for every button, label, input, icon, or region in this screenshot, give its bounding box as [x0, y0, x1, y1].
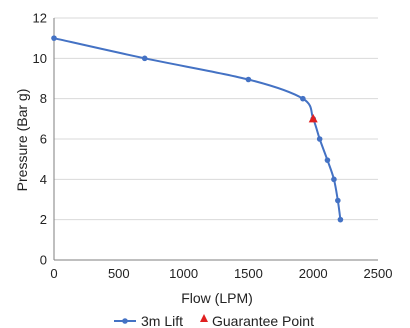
y-tick-label-8: 8 [40, 91, 47, 106]
data-point-3m-lift-7 [331, 176, 337, 183]
data-point-3m-lift-3 [300, 95, 306, 102]
data-point-3m-lift-0 [51, 35, 57, 41]
y-tick-label-4: 4 [40, 172, 47, 187]
x-tick-label-0: 0 [50, 266, 57, 281]
y-tick-label-0: 0 [40, 253, 47, 268]
data-point-3m-lift-2 [245, 76, 252, 83]
y-axis-title: Pressure (Bar g) [14, 89, 30, 192]
legend: 3m Lift Guarantee Point [114, 313, 314, 328]
data-point-3m-lift-1 [141, 55, 148, 62]
x-tick-label-1500: 1500 [234, 266, 263, 281]
data-point-3m-lift-8 [335, 197, 341, 204]
y-tick-label-6: 6 [40, 132, 47, 147]
data-point-3m-lift-6 [324, 157, 331, 163]
legend-marker-guarantee-point [200, 314, 208, 322]
data-point-3m-lift-5 [316, 136, 323, 142]
series-line-3m-lift [53, 37, 342, 220]
legend-label-3m-lift: 3m Lift [141, 313, 183, 328]
y-tick-label-12: 12 [33, 11, 47, 26]
grid-lines [54, 17, 378, 221]
y-tick-label-2: 2 [40, 212, 47, 227]
legend-marker-3m-lift [122, 318, 128, 324]
x-tick-label-1000: 1000 [169, 266, 198, 281]
x-tick-label-500: 500 [108, 266, 130, 281]
x-axis-title: Flow (LPM) [181, 290, 253, 306]
x-tick-label-2500: 2500 [364, 266, 393, 281]
y-tick-labels: 0 2 4 6 8 10 12 [33, 11, 47, 268]
x-tick-label-2000: 2000 [299, 266, 328, 281]
y-tick-label-10: 10 [33, 51, 47, 66]
series-markers [51, 35, 344, 223]
data-point-3m-lift-9 [337, 216, 344, 223]
legend-label-guarantee-point: Guarantee Point [212, 313, 314, 328]
axes [53, 18, 378, 261]
guarantee-point-marker-0 [308, 113, 318, 123]
x-tick-labels: 0 500 1000 1500 2000 2500 [50, 266, 392, 281]
